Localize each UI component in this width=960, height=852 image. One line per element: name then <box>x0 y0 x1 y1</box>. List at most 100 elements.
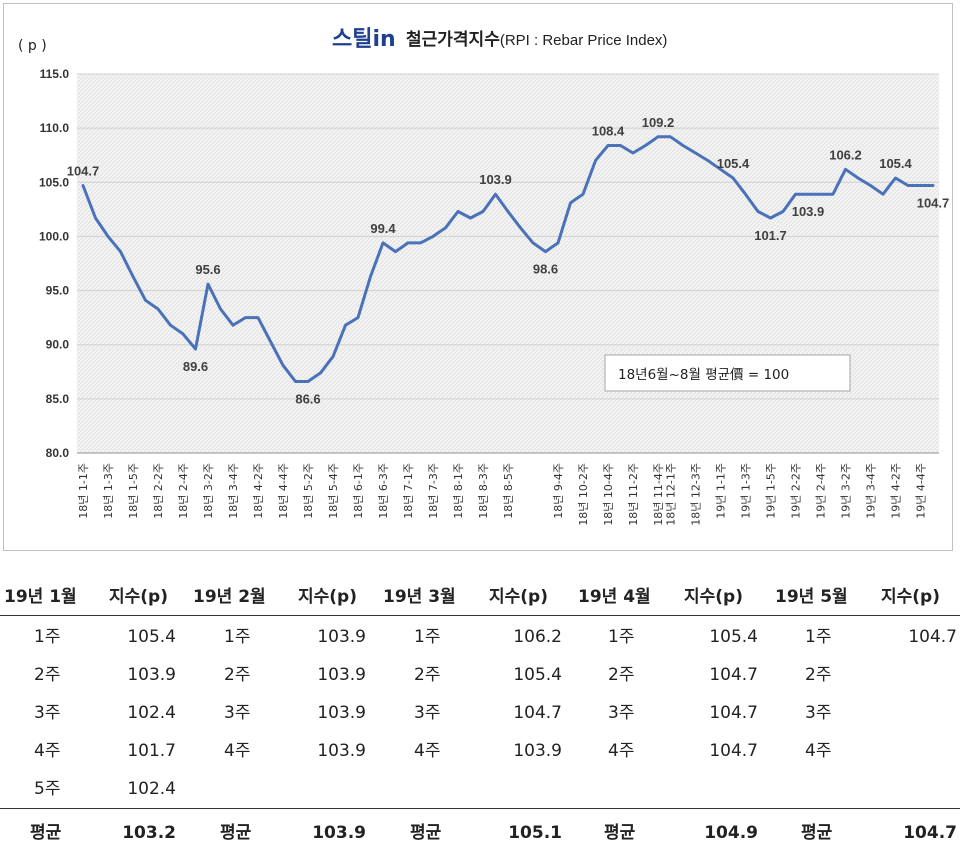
table-label-cell: 2주 <box>608 665 635 685</box>
table-value-cell: 지수(p) <box>109 587 168 607</box>
data-label: 101.7 <box>754 228 787 243</box>
note-text: 18년6월~8월 평균價 = 100 <box>618 367 789 383</box>
table-value-cell: 104.7 <box>903 823 957 843</box>
table-header: 19년 1월 지수(p) 19년 2월 지수(p) 19년 3월 지수(p) 19년 4월 지… <box>0 578 960 616</box>
x-tick-label: 18년 11-4주 <box>652 463 665 526</box>
x-tick-label: 18년 1-3주 <box>102 463 115 519</box>
table-label-cell: 19년 5월 <box>775 587 848 607</box>
x-tick-label: 19년 3-4주 <box>865 463 878 519</box>
y-tick-label: 105.0 <box>39 175 69 189</box>
table-label-cell: 2주 <box>224 665 251 685</box>
table-label-cell: 19년 2월 <box>193 587 266 607</box>
x-tick-label: 19년 4-2주 <box>890 463 903 519</box>
x-tick-label: 19년 1-3주 <box>740 463 753 519</box>
table-label-cell: 평균 <box>220 823 252 843</box>
x-tick-label: 18년 8-5주 <box>502 463 515 519</box>
table-label-cell: 2주 <box>34 665 61 685</box>
chart-title: 철근가격지수(RPI : Rebar Price Index) <box>406 30 667 50</box>
y-tick-label: 90.0 <box>46 338 70 352</box>
data-label: 105.4 <box>717 156 750 171</box>
table-label-cell: 1주 <box>805 627 832 647</box>
table-label-cell: 3주 <box>224 703 251 723</box>
x-tick-label: 18년 2-2주 <box>152 463 165 519</box>
table-value-cell: 103.2 <box>122 823 176 843</box>
table-value-cell: 104.9 <box>704 823 758 843</box>
table-value-cell: 103.9 <box>513 741 562 761</box>
x-tick-label: 18년 7-1주 <box>402 463 415 519</box>
table-value-cell: 104.7 <box>908 627 957 647</box>
x-tick-label: 19년 2-2주 <box>790 463 803 519</box>
table-value-cell: 지수(p) <box>881 587 940 607</box>
x-tick-label: 18년 2-4주 <box>177 463 190 519</box>
table-divider <box>0 808 960 809</box>
y-tick-label: 100.0 <box>39 229 69 243</box>
x-tick-label: 19년 3-2주 <box>840 463 853 519</box>
table-value-cell: 103.9 <box>127 665 176 685</box>
x-tick-label: 18년 1-1주 <box>77 463 90 519</box>
table-label-cell: 4주 <box>805 741 832 761</box>
table-value-cell: 105.4 <box>709 627 758 647</box>
table-label-cell: 4주 <box>414 741 441 761</box>
x-tick-label: 18년 3-4주 <box>227 463 240 519</box>
table-value-cell: 101.7 <box>127 741 176 761</box>
x-tick-label: 18년 10-2주 <box>577 463 590 526</box>
data-label: 109.2 <box>642 115 675 130</box>
monthly-index-table: 19년 1월 지수(p) 19년 2월 지수(p) 19년 3월 지수(p) 19년 4월 지… <box>0 572 960 850</box>
data-label: 103.9 <box>479 172 512 187</box>
table-label-cell: 1주 <box>34 627 61 647</box>
x-tick-label: 18년 1-5주 <box>127 463 140 519</box>
logo-text: 스틸in <box>332 27 396 52</box>
x-tick-label: 19년 2-4주 <box>815 463 828 519</box>
data-label: 95.6 <box>195 262 220 277</box>
table-label-cell: 2주 <box>414 665 441 685</box>
x-tick-label: 18년 7-3주 <box>427 463 440 519</box>
table-value-cell: 104.7 <box>709 665 758 685</box>
data-label: 103.9 <box>792 204 825 219</box>
x-tick-label: 18년 6-3주 <box>377 463 390 519</box>
table-row: 2주 103.9 2주 103.9 2주 105.4 2주 104.7 2주 <box>0 656 960 694</box>
x-tick-label: 18년 5-4주 <box>327 463 340 519</box>
table-label-cell: 3주 <box>414 703 441 723</box>
table-value-cell: 104.7 <box>709 703 758 723</box>
table-value-cell: 104.7 <box>513 703 562 723</box>
x-tick-label: 18년 12-3주 <box>690 463 703 526</box>
x-tick-label: 18년 4-2주 <box>252 463 265 519</box>
table-label-cell: 1주 <box>608 627 635 647</box>
table-value-cell: 103.9 <box>312 823 366 843</box>
x-tick-label: 18년 9-4주 <box>552 463 565 519</box>
table-label-cell: 4주 <box>224 741 251 761</box>
series-line <box>81 135 935 383</box>
table-label-cell: 평균 <box>801 823 833 843</box>
data-label: 89.6 <box>183 359 208 374</box>
y-tick-label: 115.0 <box>40 67 70 81</box>
table-value-cell: 106.2 <box>513 627 562 647</box>
data-label: 104.7 <box>917 196 950 211</box>
data-label: 105.4 <box>879 156 912 171</box>
table-value-cell: 103.9 <box>317 741 366 761</box>
table-row: 4주 101.7 4주 103.9 4주 103.9 4주 104.7 4주 <box>0 732 960 770</box>
x-tick-label: 18년 12-1주 <box>665 463 678 526</box>
table-label-cell: 19년 3월 <box>383 587 456 607</box>
y-tick-label: 85.0 <box>46 392 70 406</box>
table-label-cell: 평균 <box>30 823 62 843</box>
x-tick-label: 18년 8-3주 <box>477 463 490 519</box>
chart-title-main: 철근가격지수 <box>406 30 500 50</box>
table-value-cell: 지수(p) <box>298 587 357 607</box>
logo: 스틸in <box>332 27 396 52</box>
x-tick-label: 19년 1-5주 <box>765 463 778 519</box>
note-box: 18년6월~8월 평균價 = 100 <box>604 354 851 392</box>
table-label-cell: 5주 <box>34 779 61 799</box>
table-value-cell: 102.4 <box>127 779 176 799</box>
x-tick-label: 18년 4-4주 <box>277 463 290 519</box>
data-label: 98.6 <box>533 262 558 277</box>
x-tick-label: 19년 4-4주 <box>915 463 928 519</box>
table-value-cell: 105.1 <box>508 823 562 843</box>
table-average-row: 평균 103.2 평균 103.9 평균 105.1 평균 104.9 평균 104.7 <box>0 814 960 852</box>
x-tick-label: 18년 3-2주 <box>202 463 215 519</box>
table-label-cell: 3주 <box>608 703 635 723</box>
table-label-cell: 평균 <box>604 823 636 843</box>
x-axis-ticks: 18년 1-1주 18년 1-3주 18년 1-5주 18년 2-2주 18년 2-4주… <box>77 463 928 526</box>
table-label-cell: 평균 <box>410 823 442 843</box>
chart-title-sub: (RPI : Rebar Price Index) <box>500 32 668 49</box>
table-label-cell: 4주 <box>34 741 61 761</box>
